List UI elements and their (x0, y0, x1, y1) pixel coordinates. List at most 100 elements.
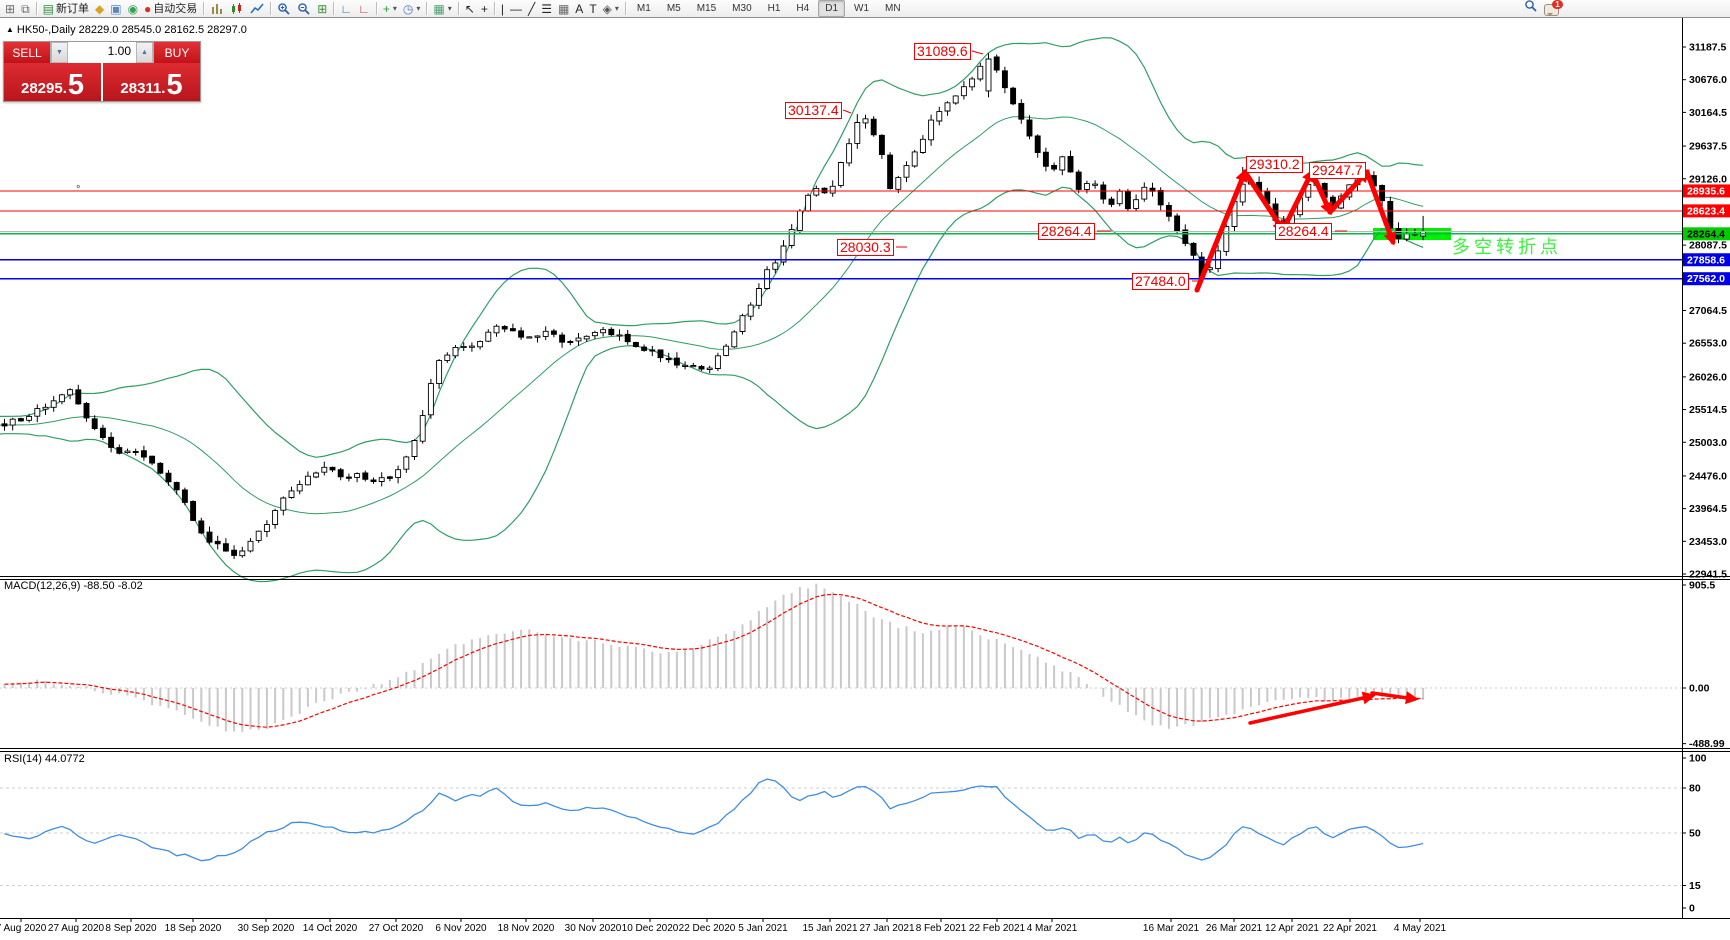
line-chart-icon[interactable] (247, 1, 267, 17)
date-label: 18 Nov 2020 (498, 923, 555, 934)
templates-icon: ▦ (433, 1, 445, 16)
date-label: 10 Dec 2020 (622, 923, 679, 934)
chat-icon[interactable]: 1 (1544, 0, 1563, 16)
volume-up-button[interactable]: ▲ (136, 42, 153, 63)
cursor-icon[interactable]: ↖ (462, 1, 478, 17)
arrange-auto-icon[interactable]: ∟ (337, 1, 355, 17)
crosshair-icon[interactable]: + (478, 1, 491, 17)
macd-axis-label: 0.00 (1689, 683, 1710, 695)
timeframe-m30[interactable]: M30 (732, 3, 752, 14)
cursor-icon: ↖ (464, 1, 475, 16)
zoom-in-icon[interactable] (274, 1, 294, 17)
trendline-icon[interactable]: ╱ (525, 1, 538, 17)
buy-price-button[interactable]: 28311. 5 (103, 63, 200, 101)
timeframe-m5[interactable]: M5 (666, 3, 681, 14)
timeframe-mn[interactable]: MN (885, 3, 901, 14)
price-tick-label: 29126.0 (1689, 173, 1727, 185)
search-icon[interactable] (1524, 0, 1538, 18)
callout-connector (842, 109, 852, 114)
price-tag-label: 27562.0 (1687, 273, 1725, 285)
label-icon: T (589, 1, 597, 16)
periods-icon[interactable]: ◷ ▾ (400, 1, 424, 17)
date-label: 27 Aug 2020 (48, 923, 105, 934)
price-tick-label: 29637.5 (1689, 141, 1727, 153)
signal-icon: ◉ (127, 1, 139, 16)
new-order-button: ▤ (42, 1, 54, 16)
vline-icon[interactable]: | (498, 1, 507, 17)
tile-windows-icon[interactable]: ⊞ (314, 1, 330, 17)
bar-chart-icon[interactable] (207, 1, 227, 17)
price-callout[interactable]: 28264.4 (1038, 223, 1095, 240)
bollinger-middle-band (0, 116, 1424, 515)
trend-arrow[interactable] (1194, 168, 1248, 293)
price-tag-label: 28935.6 (1687, 185, 1725, 197)
autotrade-button[interactable]: ● 自动交易 (141, 1, 200, 17)
symbol-ohlc-text: HK50-,Daily 28229.0 28545.0 28162.5 2829… (16, 24, 247, 36)
text-icon: A (575, 1, 584, 16)
timeframe-m1[interactable]: M1 (636, 3, 651, 14)
indicators-icon[interactable]: + ▾ (380, 1, 400, 17)
signal-icon[interactable]: ◉ (125, 1, 141, 17)
templates-icon[interactable]: ▦ ▾ (430, 1, 454, 17)
fibonacci-icon[interactable]: ☰ (538, 1, 555, 17)
price-tick-label: 23453.0 (1689, 536, 1727, 548)
callout-connector (1239, 169, 1247, 177)
bull-bear-turning-point-annotation[interactable]: 多空转折点 (1452, 237, 1562, 257)
new-chart-icon[interactable]: ⊞ (2, 1, 18, 17)
arrange-tick-icon[interactable]: ∟ (355, 1, 373, 17)
price-callout[interactable]: 28030.3 (837, 239, 894, 256)
date-label: 27 Oct 2020 (369, 923, 424, 934)
price-callout[interactable]: 31089.6 (914, 43, 971, 60)
label-icon[interactable]: T (586, 1, 599, 17)
toolbar-icon-groups: ⊞ ⧉ ▤ 新订单 ◆ ▣ ◉ ● 自动交易 ⊞ ∟ ∟ + ▾ ◷ ▾ ▦ ▾ ↖ + | — ╱ ☰ ▦ A T ◈ ▾ (2, 0, 622, 18)
shapes-icon[interactable]: ◈ ▾ (600, 1, 622, 17)
main-toolbar: ⊞ ⧉ ▤ 新订单 ◆ ▣ ◉ ● 自动交易 ⊞ ∟ ∟ + ▾ ◷ ▾ ▦ ▾ ↖ + | — ╱ ☰ ▦ A T ◈ ▾ M1 M5 M… (0, 0, 1730, 18)
grid-icon[interactable]: ▦ (555, 1, 572, 17)
price-tick-label: 26553.0 (1689, 338, 1727, 350)
price-callout[interactable]: 28264.4 (1275, 223, 1332, 240)
trend-arrow[interactable] (1364, 169, 1396, 246)
chart-window-icon[interactable]: ⧉ (18, 1, 33, 17)
timeframe-w1[interactable]: W1 (854, 3, 870, 14)
timeframe-d1[interactable]: D1 (818, 0, 846, 17)
terminal-icon[interactable]: ▣ (107, 1, 124, 17)
price-callout[interactable]: 30137.4 (785, 102, 842, 119)
price-callout[interactable]: 29310.2 (1246, 156, 1303, 173)
price-tag (1683, 184, 1730, 198)
buy-button[interactable]: BUY (154, 42, 200, 63)
macd-trend-arrow[interactable] (1248, 691, 1376, 725)
date-label: 14 Oct 2020 (303, 923, 358, 934)
text-icon[interactable]: A (572, 1, 586, 17)
price-tick-label: 23964.5 (1689, 503, 1727, 515)
new-order-button[interactable]: ▤ 新订单 (40, 1, 92, 17)
macd-trend-arrow[interactable] (1370, 691, 1419, 705)
price-tick-label: 26026.0 (1689, 371, 1727, 383)
volume-input[interactable]: 1.00 (107, 44, 131, 58)
timeframe-h4[interactable]: H4 (796, 3, 810, 14)
rsi-axis-label: 50 (1689, 828, 1701, 840)
candle-chart-icon[interactable] (227, 1, 247, 17)
new-order-button-label: 新订单 (55, 2, 89, 15)
date-label: 4 May 2021 (1394, 923, 1447, 934)
price-callout[interactable]: 29247.7 (1309, 162, 1366, 179)
date-label: 15 Jan 2021 (802, 923, 857, 934)
zoom-out-icon[interactable] (294, 1, 314, 17)
trend-arrow[interactable] (1242, 169, 1286, 234)
sell-price-button[interactable]: 28295. 5 (4, 63, 101, 101)
date-label: 26 Mar 2021 (1206, 923, 1263, 934)
one-click-trading-panel: SELL ▼ 1.00 ▲ BUY 28295. 5 28311. 5 (3, 41, 201, 102)
toolbar-separator (624, 2, 626, 15)
date-label: 7 Aug 2020 (0, 923, 47, 934)
sell-button[interactable]: SELL (4, 42, 50, 63)
eraser-icon[interactable]: ◆ (92, 1, 107, 17)
toolbar-separator (270, 2, 272, 15)
hline-icon[interactable]: — (507, 1, 525, 17)
trend-arrow[interactable] (1280, 168, 1315, 233)
timeframe-h1[interactable]: H1 (767, 3, 781, 14)
timeframe-m15[interactable]: M15 (696, 3, 717, 14)
candle-wicks (4, 53, 1424, 559)
price-callout[interactable]: 27484.0 (1132, 273, 1189, 290)
chat-badge: 1 (1552, 0, 1563, 9)
volume-down-button[interactable]: ▼ (51, 42, 68, 63)
